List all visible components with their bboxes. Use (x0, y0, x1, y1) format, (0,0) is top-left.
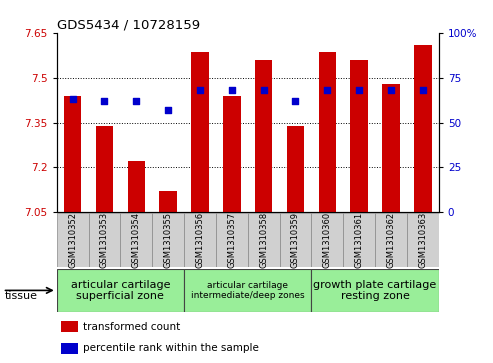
Bar (375, 213, 407, 267)
Bar (312, 269, 439, 312)
Bar (184, 269, 312, 312)
Text: GDS5434 / 10728159: GDS5434 / 10728159 (57, 19, 200, 32)
Bar (89, 213, 120, 267)
Bar (120, 213, 152, 267)
Text: articular cartilage
intermediate/deep zones: articular cartilage intermediate/deep zo… (191, 281, 305, 300)
Bar (57, 213, 89, 267)
Point (387, 87, 395, 93)
Text: tissue: tissue (5, 291, 38, 301)
Bar (318, 52, 336, 212)
Bar (216, 213, 247, 267)
Bar (255, 60, 273, 212)
Point (196, 87, 204, 93)
Text: GSM1310360: GSM1310360 (323, 212, 332, 268)
Text: percentile rank within the sample: percentile rank within the sample (83, 343, 258, 354)
Text: GSM1310356: GSM1310356 (195, 212, 205, 268)
Text: articular cartilage
superficial zone: articular cartilage superficial zone (70, 280, 170, 301)
Bar (184, 213, 216, 267)
Point (291, 98, 299, 104)
Point (355, 87, 363, 93)
Bar (414, 45, 431, 212)
Point (101, 98, 108, 104)
Point (132, 98, 140, 104)
Text: transformed count: transformed count (83, 322, 180, 332)
Bar (57, 269, 184, 312)
Bar (351, 60, 368, 212)
Text: GSM1310353: GSM1310353 (100, 212, 109, 268)
Bar (191, 52, 209, 212)
Text: growth plate cartilage
resting zone: growth plate cartilage resting zone (314, 280, 437, 301)
Text: GSM1310357: GSM1310357 (227, 212, 236, 268)
Bar (312, 213, 343, 267)
Text: GSM1310358: GSM1310358 (259, 212, 268, 268)
Bar (64, 95, 81, 212)
Bar (152, 213, 184, 267)
Bar (61, 322, 78, 332)
Bar (287, 126, 304, 212)
Text: GSM1310352: GSM1310352 (68, 212, 77, 268)
Bar (128, 162, 145, 212)
Bar (407, 213, 439, 267)
Point (69, 96, 76, 102)
Bar (247, 213, 280, 267)
Bar (159, 191, 177, 212)
Text: GSM1310355: GSM1310355 (164, 212, 173, 268)
Bar (280, 213, 312, 267)
Text: GSM1310362: GSM1310362 (387, 212, 395, 268)
Text: GSM1310359: GSM1310359 (291, 212, 300, 268)
Bar (223, 95, 241, 212)
Point (323, 87, 331, 93)
Text: GSM1310363: GSM1310363 (419, 212, 427, 268)
Text: GSM1310354: GSM1310354 (132, 212, 141, 268)
Point (419, 87, 427, 93)
Point (164, 107, 172, 113)
Bar (61, 343, 78, 354)
Bar (343, 213, 375, 267)
Text: GSM1310361: GSM1310361 (354, 212, 364, 268)
Bar (96, 126, 113, 212)
Point (228, 87, 236, 93)
Point (260, 87, 268, 93)
Bar (382, 83, 400, 212)
